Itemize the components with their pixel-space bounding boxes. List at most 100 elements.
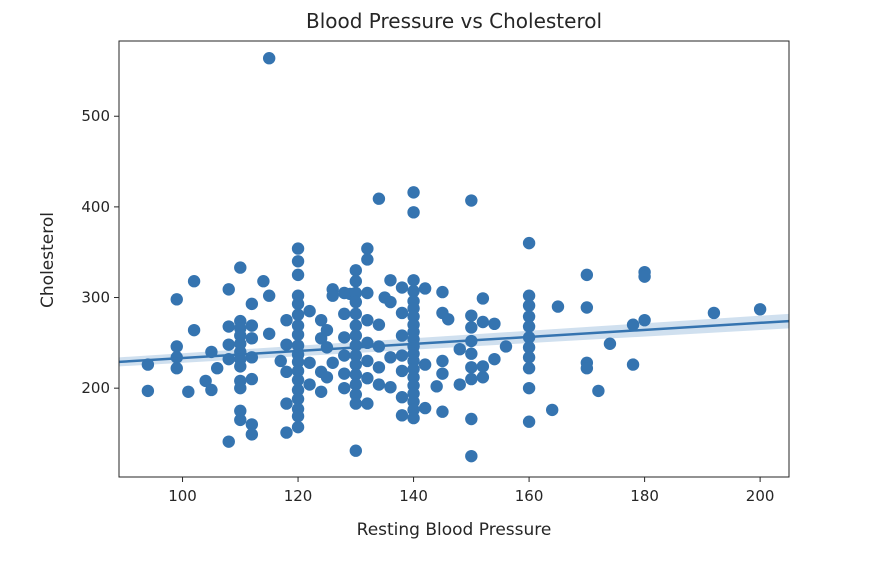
data-point	[436, 354, 449, 368]
regression-line	[118, 319, 790, 364]
data-point	[349, 329, 363, 342]
data-point	[430, 380, 443, 393]
y-tick-label: 200	[81, 379, 110, 397]
data-point	[291, 308, 305, 321]
x-tick-label: 120	[284, 487, 313, 505]
chart-title: Blood Pressure vs Cholesterol	[306, 9, 602, 33]
data-point	[395, 391, 409, 404]
y-tick-label: 400	[81, 198, 110, 216]
data-point	[453, 378, 466, 391]
data-point	[187, 275, 201, 288]
data-point	[222, 283, 235, 296]
data-point	[262, 52, 276, 65]
data-point	[488, 352, 501, 366]
data-point	[291, 242, 305, 255]
data-point	[476, 315, 490, 329]
data-point	[349, 275, 363, 288]
data-point	[280, 338, 293, 351]
data-point	[234, 413, 247, 427]
data-point	[407, 274, 420, 287]
data-point	[580, 362, 594, 375]
data-point	[349, 378, 363, 391]
data-point	[522, 310, 536, 323]
data-point	[262, 289, 276, 302]
data-point	[395, 364, 409, 378]
data-point	[395, 306, 409, 320]
data-point	[349, 264, 363, 277]
x-axis-label: Resting Blood Pressure	[357, 520, 552, 540]
data-point	[395, 409, 409, 422]
data-point	[626, 318, 640, 331]
data-point	[303, 304, 316, 318]
data-point	[349, 368, 363, 381]
data-point	[522, 362, 536, 375]
data-point	[551, 300, 565, 313]
data-point	[407, 284, 420, 298]
data-point	[170, 362, 183, 375]
data-point	[476, 360, 490, 373]
data-point	[592, 384, 605, 398]
data-point	[361, 253, 374, 266]
data-point	[326, 289, 339, 302]
data-point	[361, 397, 374, 410]
data-point	[222, 338, 235, 351]
data-point	[170, 340, 183, 353]
regression-confidence-band	[119, 313, 789, 367]
data-point	[274, 354, 287, 368]
data-point	[349, 319, 363, 332]
data-point	[291, 339, 305, 352]
x-tick-label: 160	[515, 487, 544, 505]
data-point	[262, 327, 276, 340]
data-point	[395, 329, 409, 342]
data-point	[522, 289, 536, 302]
data-point	[465, 361, 478, 374]
data-point	[384, 274, 397, 287]
x-tick-label: 140	[399, 487, 428, 505]
data-point	[522, 341, 536, 354]
data-point	[372, 361, 386, 374]
data-point	[349, 397, 363, 410]
data-point	[442, 313, 455, 326]
data-point	[372, 318, 386, 331]
data-point	[291, 383, 305, 397]
data-point	[499, 340, 513, 353]
data-point	[465, 347, 478, 360]
data-point	[384, 351, 397, 364]
data-point	[407, 186, 420, 199]
data-point	[395, 281, 409, 294]
data-point	[291, 373, 305, 387]
data-point	[436, 405, 449, 418]
data-point	[361, 371, 374, 385]
data-point	[338, 349, 351, 362]
data-point	[361, 286, 374, 300]
data-point	[245, 332, 259, 345]
data-point	[395, 349, 409, 362]
x-tick-label: 100	[168, 487, 197, 505]
data-point	[245, 297, 259, 311]
data-point	[280, 313, 293, 327]
data-point	[280, 365, 293, 379]
data-point	[384, 381, 397, 394]
data-point	[222, 435, 235, 448]
data-point	[291, 364, 305, 378]
data-point	[291, 297, 305, 311]
data-point	[257, 275, 270, 288]
data-point	[465, 309, 478, 322]
data-point	[361, 354, 374, 368]
data-point	[436, 285, 449, 299]
data-point	[349, 349, 363, 362]
data-point	[418, 282, 432, 295]
data-point	[465, 321, 478, 334]
data-point	[349, 358, 363, 371]
data-point	[407, 206, 420, 219]
data-point	[222, 320, 235, 333]
data-point	[465, 372, 478, 386]
data-point	[453, 342, 466, 356]
data-point	[361, 242, 374, 255]
data-point	[522, 381, 536, 395]
data-point	[638, 270, 651, 283]
data-points	[141, 52, 767, 463]
data-point	[384, 295, 397, 309]
data-point	[314, 385, 328, 398]
data-point	[603, 337, 617, 350]
